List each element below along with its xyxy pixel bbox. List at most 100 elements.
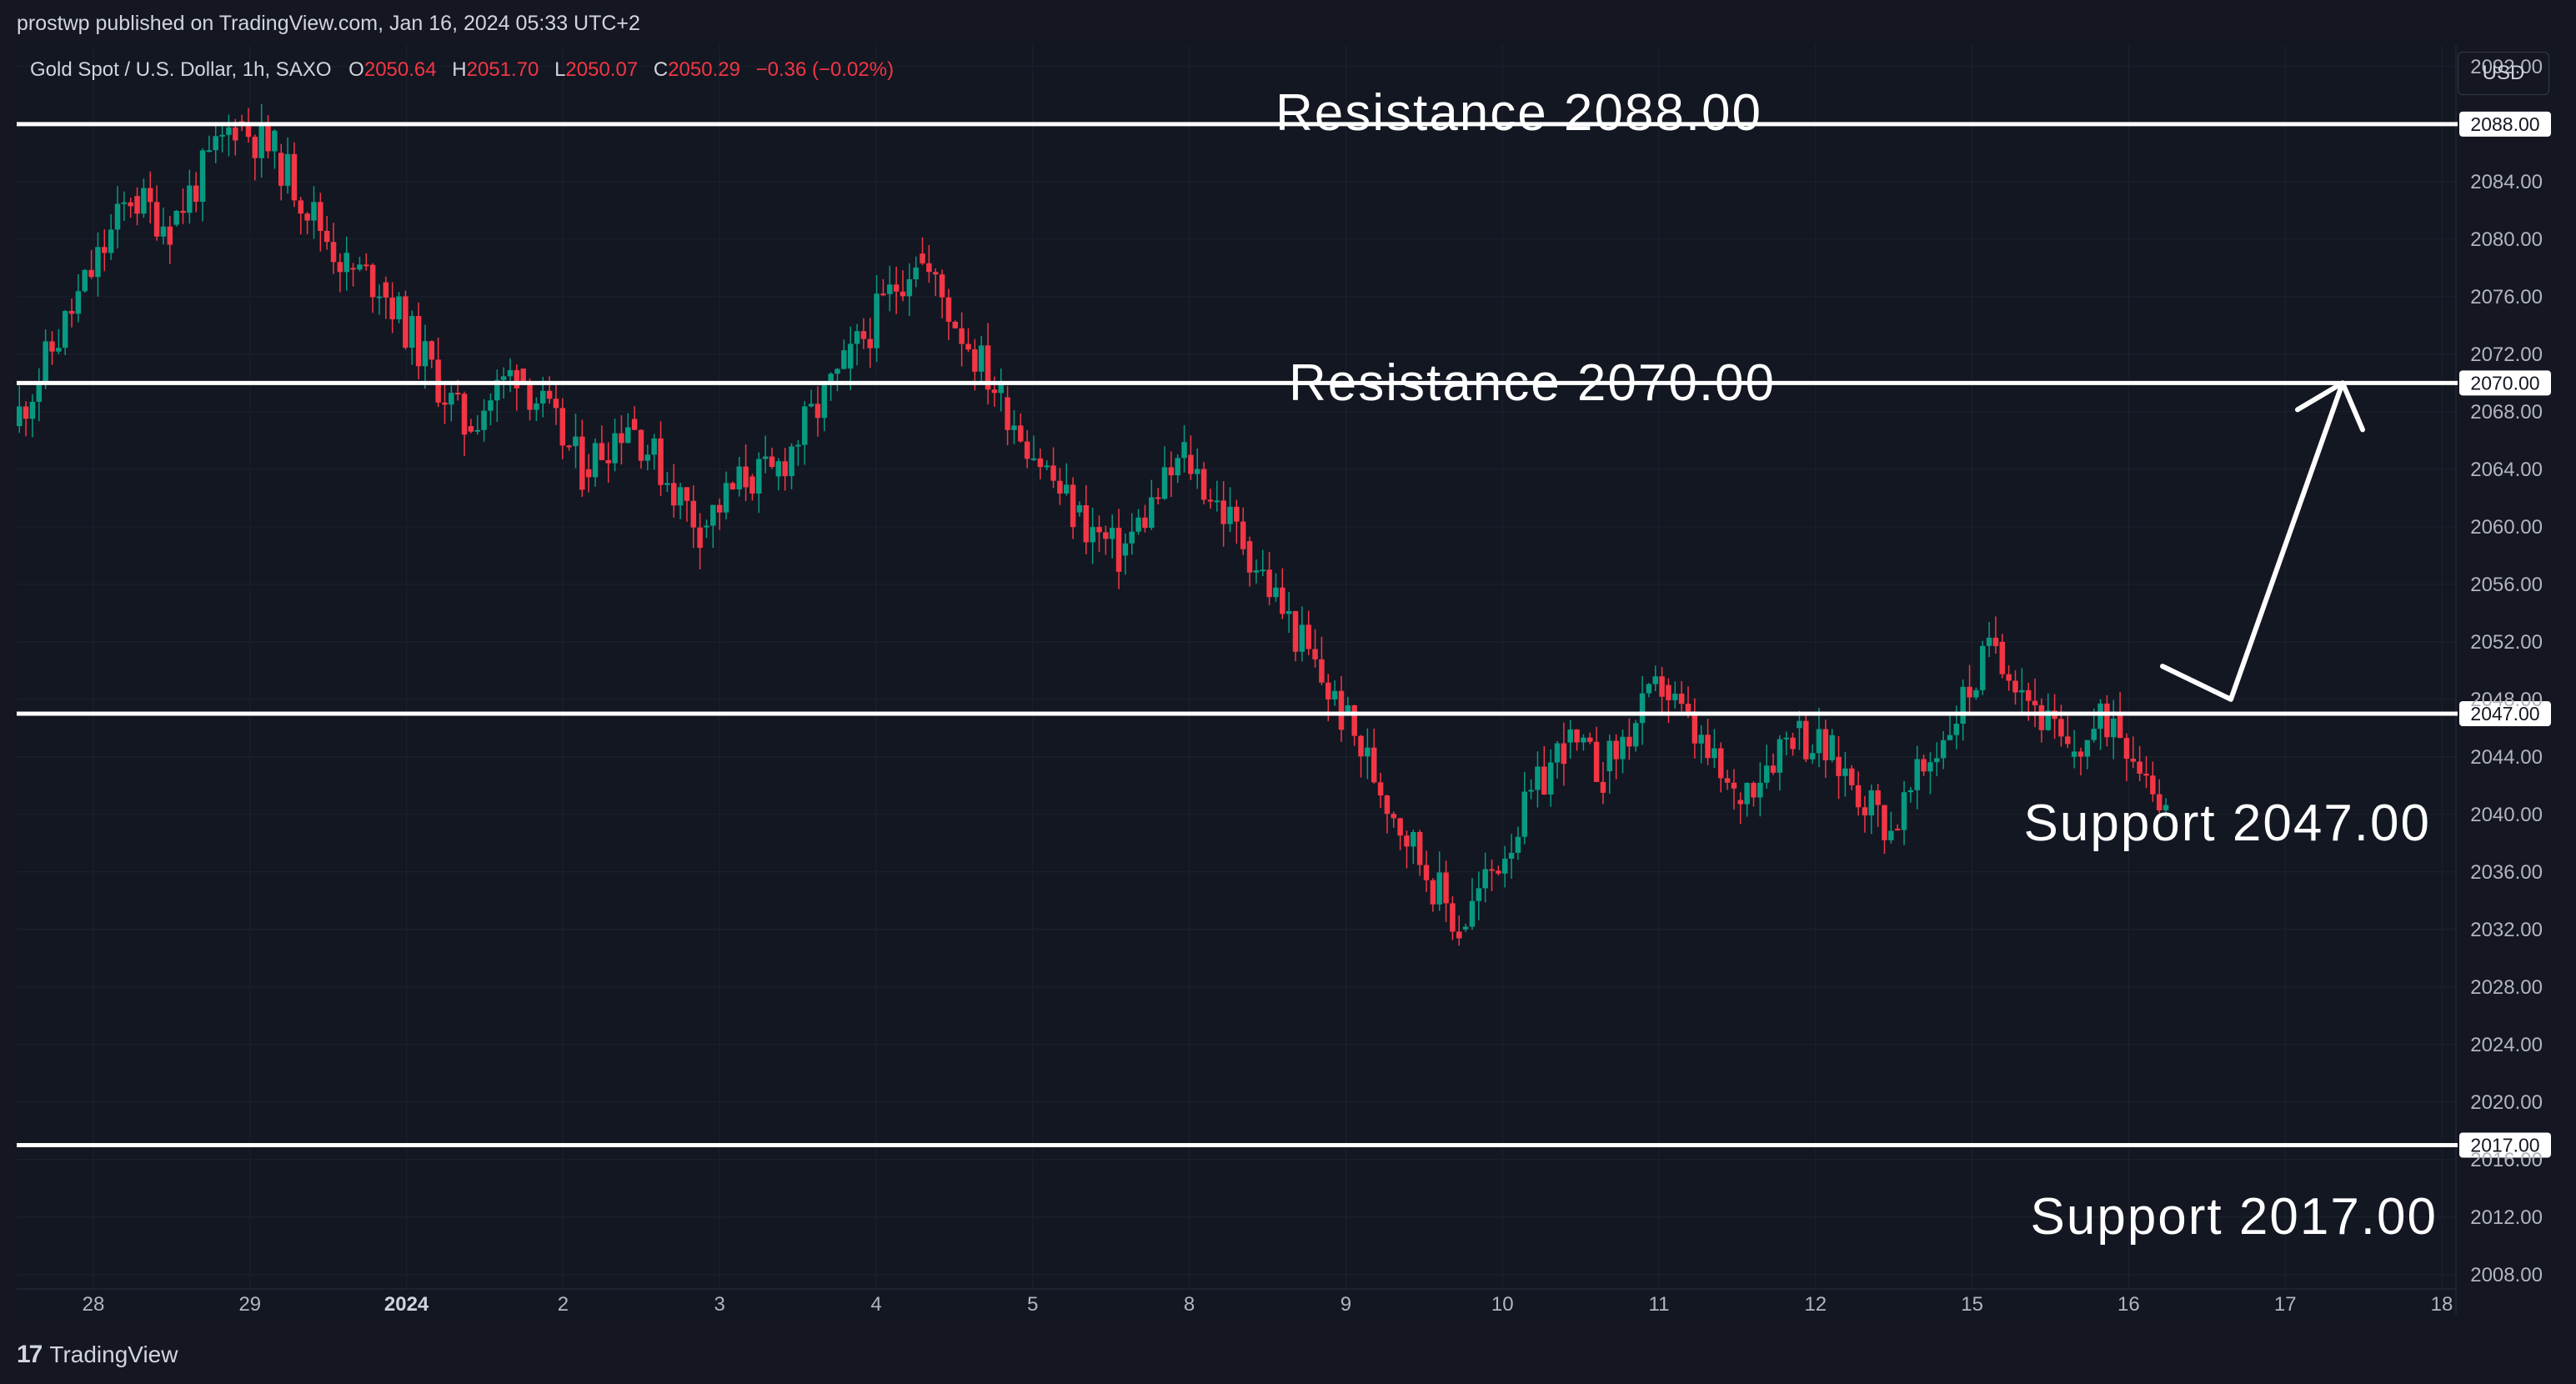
candle-body bbox=[1076, 504, 1083, 513]
candle-body bbox=[789, 446, 794, 477]
candle-body bbox=[553, 399, 559, 409]
candle-body bbox=[121, 202, 128, 204]
x-tick-label: 10 bbox=[1491, 1293, 1514, 1316]
candle-body bbox=[1639, 693, 1646, 724]
candle-body bbox=[1266, 569, 1272, 598]
candle-body bbox=[1822, 729, 1829, 760]
tradingview-brand: TradingView bbox=[49, 1341, 178, 1367]
x-tick-label: 11 bbox=[1649, 1293, 1670, 1316]
candle-body bbox=[363, 264, 369, 267]
candle-body bbox=[1090, 527, 1095, 543]
candle-body bbox=[1044, 465, 1050, 468]
candle-body bbox=[350, 268, 356, 270]
candle-body bbox=[566, 445, 572, 448]
candle-body bbox=[1181, 442, 1187, 459]
candle-body bbox=[1934, 758, 1940, 763]
candle-body bbox=[1809, 753, 1816, 760]
candle-body bbox=[141, 188, 147, 214]
candle-body bbox=[226, 127, 232, 135]
candle-body bbox=[1613, 740, 1619, 760]
candle-body bbox=[605, 459, 611, 464]
candle-body bbox=[1351, 705, 1357, 736]
candle-body bbox=[1678, 693, 1685, 705]
candle-body bbox=[1142, 517, 1148, 529]
candle-body bbox=[1842, 768, 1848, 776]
candle-body bbox=[134, 196, 140, 214]
tradingview-logo[interactable]: 17 TradingView bbox=[17, 1341, 178, 1369]
x-tick-label: 9 bbox=[1341, 1293, 1351, 1316]
x-tick-label: 3 bbox=[714, 1293, 725, 1316]
y-tick-label: 2092.00 bbox=[2470, 56, 2543, 78]
candle-body bbox=[762, 456, 769, 459]
candle-body bbox=[1496, 870, 1501, 874]
candle-body bbox=[1691, 711, 1698, 744]
candle-body bbox=[1797, 720, 1802, 729]
candle-body bbox=[1606, 740, 1613, 772]
candle-body bbox=[95, 247, 101, 278]
candle-body bbox=[651, 438, 657, 455]
candle-body bbox=[2084, 740, 2091, 757]
candle-body bbox=[1986, 637, 1992, 646]
candle-body bbox=[795, 444, 801, 447]
candle-body bbox=[1907, 790, 1914, 793]
candle-body bbox=[1894, 829, 1901, 831]
candle-body bbox=[644, 454, 651, 461]
candle-body bbox=[1416, 832, 1423, 865]
level-price-tag bbox=[2459, 370, 2551, 396]
candle-body bbox=[1253, 570, 1260, 573]
candle-body bbox=[1731, 782, 1737, 789]
candle-body bbox=[1940, 740, 1947, 759]
chart-pane[interactable] bbox=[17, 45, 2456, 1315]
candle-body bbox=[1057, 480, 1063, 494]
candle-body bbox=[585, 469, 592, 478]
candle-body bbox=[17, 406, 23, 427]
level-price-tag-label: 2070.00 bbox=[2470, 372, 2539, 394]
candle-body bbox=[1005, 397, 1010, 430]
candle-body bbox=[808, 404, 814, 407]
candle-body bbox=[1319, 659, 1325, 683]
candle-body bbox=[972, 349, 978, 372]
candle-body bbox=[671, 483, 677, 506]
candle-body bbox=[213, 136, 218, 151]
y-tick-label: 2024.00 bbox=[2470, 1034, 2543, 1056]
y-tick-label: 2016.00 bbox=[2470, 1149, 2543, 1171]
price-axis: 2092.00 2084.00 2080.00 2076.00 2072.00 2068.… bbox=[2470, 56, 2543, 1286]
candle-body bbox=[396, 296, 402, 319]
candle-body bbox=[148, 188, 153, 203]
candle-body bbox=[1554, 743, 1561, 763]
candle-body bbox=[507, 369, 514, 377]
candle-body bbox=[887, 284, 893, 294]
level-price-tag bbox=[2459, 1132, 2551, 1158]
candle-body bbox=[1109, 528, 1115, 539]
currency-button[interactable]: USD bbox=[2458, 52, 2549, 95]
candle-body bbox=[1744, 782, 1750, 805]
candle-body bbox=[376, 296, 383, 298]
candle-body bbox=[2032, 700, 2038, 705]
candle-body bbox=[454, 393, 461, 395]
candle-body bbox=[2077, 751, 2084, 757]
candle-body bbox=[2045, 710, 2051, 730]
open-value: 2050.64 bbox=[363, 58, 437, 81]
candle-body bbox=[664, 483, 670, 485]
candle-body bbox=[1234, 506, 1240, 522]
candle-body bbox=[847, 343, 854, 369]
candle-body bbox=[612, 433, 618, 464]
candle-body bbox=[978, 345, 985, 372]
y-tick-label: 2032.00 bbox=[2470, 919, 2543, 941]
candle-body bbox=[488, 400, 494, 411]
candle-body bbox=[500, 376, 507, 380]
candle-body bbox=[1011, 425, 1017, 430]
candle-body bbox=[1155, 497, 1161, 499]
candle-body bbox=[108, 229, 114, 253]
candle-body bbox=[814, 404, 821, 419]
candle-body bbox=[690, 500, 697, 528]
y-tick-label: 2020.00 bbox=[2470, 1091, 2543, 1114]
candle-body bbox=[1365, 747, 1371, 757]
candle-body bbox=[1561, 743, 1567, 765]
candle-body bbox=[1620, 736, 1626, 760]
candle-body bbox=[2123, 738, 2130, 760]
candle-body bbox=[56, 348, 62, 352]
candle-body bbox=[900, 291, 906, 297]
candle-body bbox=[1711, 748, 1717, 759]
